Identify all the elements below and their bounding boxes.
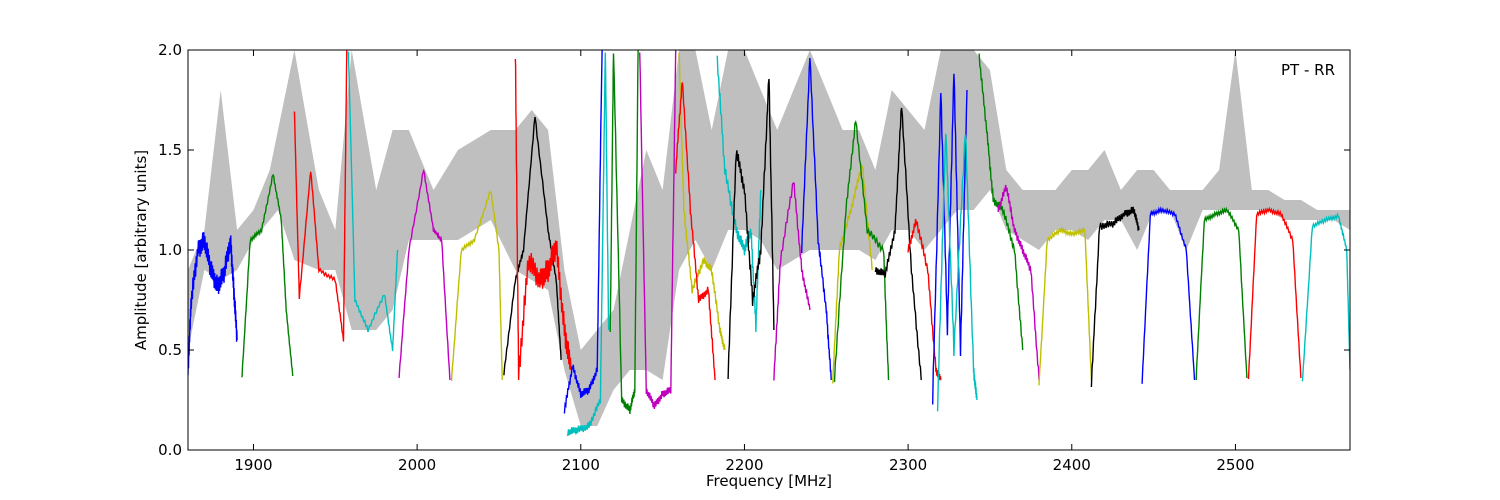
- series-line-5: [450, 191, 503, 382]
- series-line-23: [936, 133, 978, 412]
- x-tick-label: 2000: [398, 456, 436, 474]
- y-tick-label: 0.0: [158, 441, 182, 459]
- series-line-11: [639, 50, 677, 410]
- series-line-16: [773, 182, 811, 381]
- series-line-3: [347, 51, 399, 352]
- y-tick-label: 0.5: [158, 341, 182, 359]
- series-line-18: [832, 163, 873, 384]
- series-line-6: [503, 116, 562, 376]
- series-line-31: [1301, 212, 1350, 382]
- series-line-7: [514, 58, 572, 381]
- y-tick-label: 2.0: [158, 41, 182, 59]
- series-line-9: [567, 52, 610, 437]
- series-line-2: [293, 50, 348, 342]
- x-tick-label: 2200: [725, 456, 763, 474]
- series-line-20: [874, 107, 922, 381]
- series-line-4: [398, 168, 451, 381]
- series-line-29: [1195, 206, 1248, 381]
- series-line-17: [801, 57, 832, 381]
- series-line-12: [678, 52, 726, 351]
- series-line-1: [241, 173, 294, 378]
- series-line-30: [1247, 206, 1302, 380]
- series-line-10: [609, 50, 639, 415]
- x-tick-label: 2100: [562, 456, 600, 474]
- y-tick-label: 1.0: [158, 241, 182, 259]
- series-line-26: [1038, 225, 1093, 386]
- x-tick-label: 2500: [1216, 456, 1254, 474]
- x-tick-label: 2400: [1053, 456, 1091, 474]
- x-axis-label: Frequency [MHz]: [706, 472, 832, 490]
- envelope-band: [188, 50, 1350, 426]
- series-line-8: [563, 50, 603, 414]
- series-layer: [188, 50, 1350, 437]
- series-line-27: [1090, 206, 1140, 388]
- x-tick-label: 1900: [234, 456, 272, 474]
- y-axis-label: Amplitude [arbitrary units]: [132, 150, 150, 350]
- x-tick-label: 2300: [889, 456, 927, 474]
- series-line-25: [997, 184, 1040, 381]
- y-tick-label: 1.5: [158, 141, 182, 159]
- series-line-13: [675, 82, 716, 381]
- series-line-21: [907, 218, 942, 381]
- series-line-15: [727, 78, 775, 380]
- series-line-0: [188, 232, 238, 376]
- series-line-28: [1141, 206, 1196, 384]
- series-line-14: [716, 55, 762, 333]
- series-line-22: [932, 73, 968, 405]
- annotation-label: PT - RR: [1281, 61, 1335, 79]
- envelope-layer: [188, 50, 1350, 426]
- ticks-layer: 1900 2000 2100 2200 2300 2400 2500 0.0 0.5 1.0 1.5…: [158, 41, 1350, 474]
